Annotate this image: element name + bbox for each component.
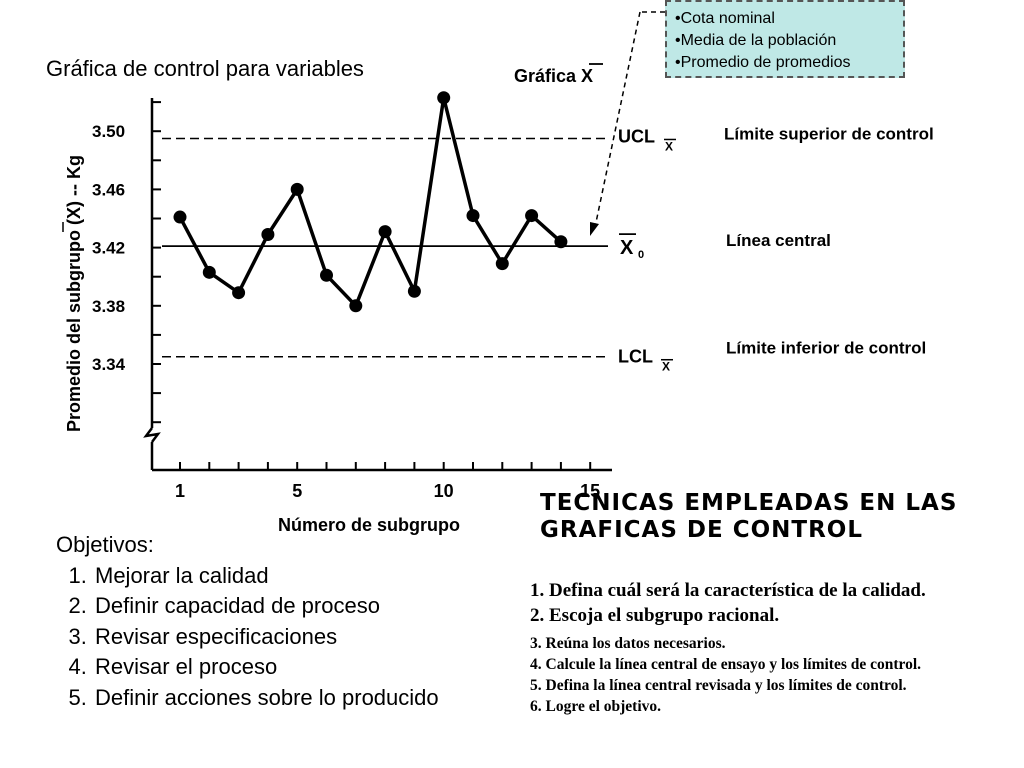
y-axis-label: Promedio del subgrupo (X) -- Kg	[64, 155, 84, 432]
step-item: 6. Logre el objetivo.	[530, 698, 662, 715]
step-item: 4. Calcule la línea central de ensayo y …	[530, 656, 922, 673]
y-tick-label: 3.42	[92, 239, 125, 258]
y-tick-labels: 3.34 3.38 3.42 3.46 3.50	[92, 122, 126, 374]
x-ticks	[179, 462, 592, 470]
ucl-label: UCL	[618, 126, 655, 146]
y-tick-label: 3.46	[92, 180, 125, 199]
step-item: 3. Reúna los datos necesarios.	[530, 635, 726, 652]
x-tick-label: 5	[292, 481, 302, 501]
step-item: 2. Escoja el subgrupo racional.	[530, 605, 780, 626]
series-line	[178, 97, 563, 309]
data-point	[525, 209, 539, 223]
x-tick-labels: 1 5 10 15	[175, 481, 600, 501]
techniques-steps: 1. Defina cuál será la característica de…	[530, 578, 926, 717]
chart-title: Gráfica X	[514, 66, 593, 86]
objectives-heading: Objetivos:	[56, 532, 154, 557]
objectives: Objetivos: Mejorar la calidad Definir ca…	[56, 530, 439, 713]
objective-item: Definir capacidad de proceso	[93, 591, 439, 622]
data-point	[232, 286, 246, 300]
center-label: X	[620, 237, 634, 259]
axes	[143, 98, 612, 472]
objective-item: Mejorar la calidad	[93, 561, 439, 592]
center-description: Línea central	[726, 231, 831, 250]
y-tick-label: 3.38	[92, 297, 125, 316]
y-tick-label: 3.34	[92, 355, 126, 374]
lcl-subscript: X	[662, 360, 670, 374]
data-point	[173, 210, 187, 224]
data-point	[554, 235, 568, 249]
data-point	[349, 299, 363, 313]
center-subscript: 0	[638, 249, 644, 261]
data-point	[261, 228, 275, 242]
y-tick-label: 3.50	[92, 122, 125, 141]
ucl-subscript: X	[665, 139, 673, 153]
data-point	[495, 257, 509, 271]
note-item: •Promedio de promedios	[675, 54, 851, 71]
data-point	[320, 268, 333, 282]
lcl-description: Límite inferior de control	[726, 339, 926, 358]
objective-item: Revisar especificaciones	[93, 622, 439, 653]
x-axis-label: Número de subgrupo	[278, 515, 460, 535]
techniques-title: TECNICAS EMPLEADAS EN LAS GRAFICAS DE CO…	[540, 490, 957, 544]
series-points	[173, 91, 568, 313]
callout-arrow	[590, 11, 665, 236]
objective-item: Definir acciones sobre lo producido	[93, 683, 439, 714]
data-point	[290, 182, 304, 196]
techniques-title-line1: TECNICAS EMPLEADAS EN LAS	[540, 490, 958, 516]
x-tick-label: 15	[580, 481, 600, 501]
ucl-description: Límite superior de control	[724, 124, 934, 143]
data-point	[466, 209, 480, 223]
techniques-title-line2: GRAFICAS DE CONTROL	[540, 517, 864, 543]
step-item: 1. Defina cuál será la característica de…	[530, 580, 926, 601]
note-box: •Cota nominal •Media de la población •Pr…	[665, 0, 905, 78]
data-point	[437, 91, 451, 105]
objective-item: Revisar el proceso	[93, 652, 439, 683]
objectives-list: Mejorar la calidad Definir capacidad de …	[56, 561, 439, 714]
control-chart: Gráfica X Promedio del subgrupo (X) -- K…	[62, 11, 934, 535]
x-tick-label: 10	[434, 481, 454, 501]
note-item: •Cota nominal	[675, 10, 775, 27]
slide-title: Gráfica de control para variables	[46, 56, 364, 81]
note-item: •Media de la población	[675, 32, 837, 49]
x-tick-label: 1	[175, 481, 185, 501]
lcl-label: LCL	[618, 347, 653, 367]
step-item: 5. Defina la línea central revisada y lo…	[530, 677, 907, 694]
y-minor-ticks	[152, 101, 161, 424]
data-point	[378, 225, 392, 239]
data-point	[202, 265, 216, 279]
data-point	[407, 284, 421, 298]
